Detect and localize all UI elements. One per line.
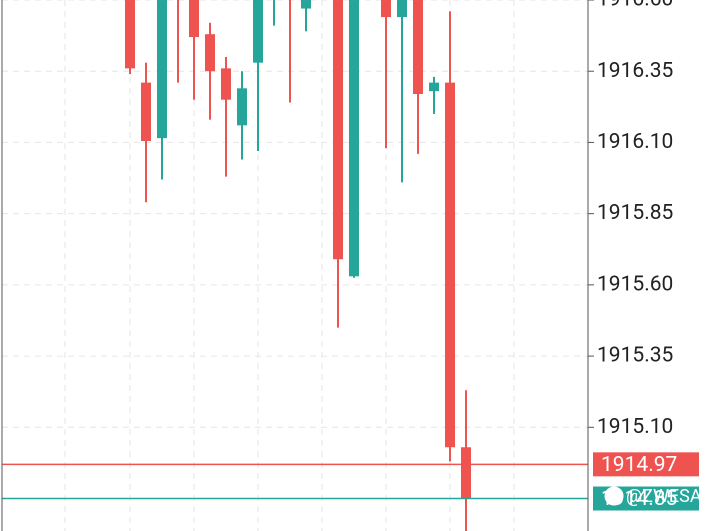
candle-body xyxy=(237,88,247,126)
candle-body xyxy=(461,447,471,499)
watermark: @ZWESA xyxy=(604,486,702,507)
candles xyxy=(2,0,588,531)
candle-body xyxy=(253,0,263,63)
candle-body xyxy=(413,0,423,95)
candle-body xyxy=(397,0,407,18)
grid xyxy=(2,0,588,531)
candle-body xyxy=(333,0,343,260)
y-tick-label: 1915.60 xyxy=(597,272,673,296)
price-axis: 1916.60 1916.35 1916.10 1915.85 1915.60 1915.… xyxy=(588,0,699,511)
candle-body xyxy=(205,34,215,72)
candle-body xyxy=(429,82,439,92)
watermark-text: @ZWESA xyxy=(626,486,702,507)
y-tick-label: 1916.60 xyxy=(597,0,673,12)
candle-body xyxy=(157,0,167,139)
y-tick-label: 1916.35 xyxy=(597,59,673,83)
candle-body xyxy=(125,0,135,69)
candle-body xyxy=(141,82,151,142)
candle-body xyxy=(189,0,199,38)
y-tick-label: 1916.10 xyxy=(597,130,673,154)
y-tick-label: 1915.85 xyxy=(597,201,673,225)
y-tick-label: 1915.35 xyxy=(597,344,673,368)
candle-body xyxy=(221,68,231,100)
price-label-box xyxy=(593,452,699,477)
candle-body xyxy=(445,82,455,448)
candle-body xyxy=(301,0,311,9)
price-label: 1914.97 xyxy=(601,453,677,477)
watermark-icon xyxy=(604,486,624,506)
y-tick-label: 1915.10 xyxy=(597,415,673,439)
candle-body xyxy=(381,0,391,18)
candle-body xyxy=(349,0,359,277)
